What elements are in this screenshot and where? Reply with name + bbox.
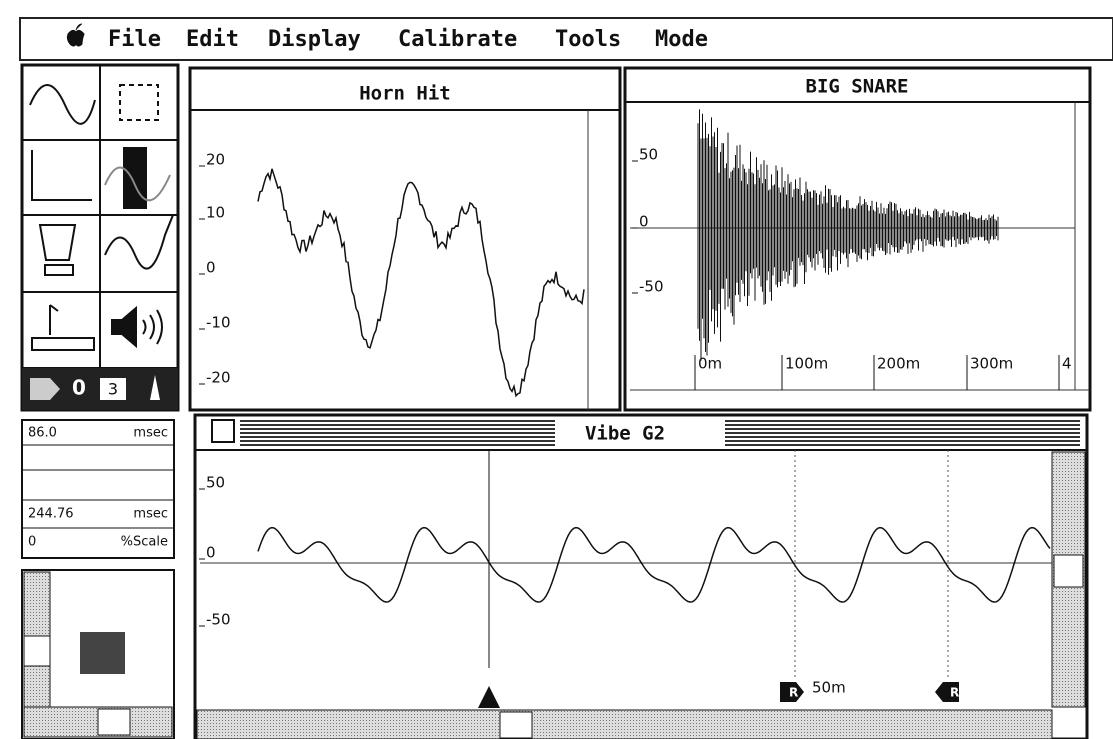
menu-item[interactable]: Edit — [186, 27, 239, 52]
field-unit: msec — [133, 507, 168, 522]
marker-letter: R — [789, 686, 798, 700]
field-value: 244.76 — [28, 507, 74, 522]
mini-hthumb[interactable] — [98, 709, 130, 735]
time-label: 4 — [1062, 355, 1072, 373]
time-label: 200m — [877, 355, 920, 373]
screen: File Edit Display Calibrate Tools Mode 0 3 86… — [0, 0, 1113, 739]
menu-item[interactable]: File — [108, 27, 161, 52]
time-label: 0m — [698, 355, 722, 373]
menu-item[interactable]: Tools — [555, 27, 621, 52]
field-unit: msec — [133, 426, 168, 441]
menu-item[interactable]: Display — [268, 27, 361, 52]
axis-label: 0 — [639, 213, 649, 231]
h-scrollbar[interactable] — [197, 710, 1052, 739]
time-label: 100m — [785, 355, 828, 373]
axis-label: 0 — [206, 544, 216, 562]
field-value: 0 — [28, 535, 36, 550]
close-box[interactable] — [212, 420, 234, 442]
axis-label: 10 — [206, 204, 225, 222]
mini-thumb[interactable] — [24, 636, 50, 666]
axis-label: 50 — [639, 146, 658, 164]
axis-label: -10 — [206, 314, 231, 332]
h-thumb[interactable] — [500, 712, 532, 738]
counter: 0 — [72, 376, 86, 400]
marker-time: 50m — [812, 679, 846, 697]
window-horn-hit — [190, 68, 620, 410]
time-label: 300m — [970, 355, 1013, 373]
window-title: Vibe G2 — [585, 423, 665, 445]
window-title: Horn Hit — [359, 83, 451, 105]
menu-item[interactable]: Calibrate — [398, 27, 517, 52]
overview-thumb — [80, 632, 125, 674]
marker-letter: R — [950, 686, 959, 700]
page: File Edit Display Calibrate Tools Mode 0 3 86… — [0, 0, 1113, 739]
axis-label: -50 — [639, 278, 664, 296]
field-unit: %Scale — [121, 535, 168, 550]
axis-label: 50 — [206, 474, 225, 492]
number: 3 — [108, 380, 118, 399]
window-title: BIG SNARE — [806, 76, 909, 98]
axis-label: 20 — [206, 151, 225, 169]
axis-label: 0 — [206, 259, 216, 277]
field-value: 86.0 — [28, 426, 57, 441]
axis-label: -20 — [206, 369, 231, 387]
menu-item[interactable]: Mode — [655, 27, 708, 52]
v-thumb[interactable] — [1054, 555, 1083, 587]
axis-label: -50 — [206, 611, 231, 629]
